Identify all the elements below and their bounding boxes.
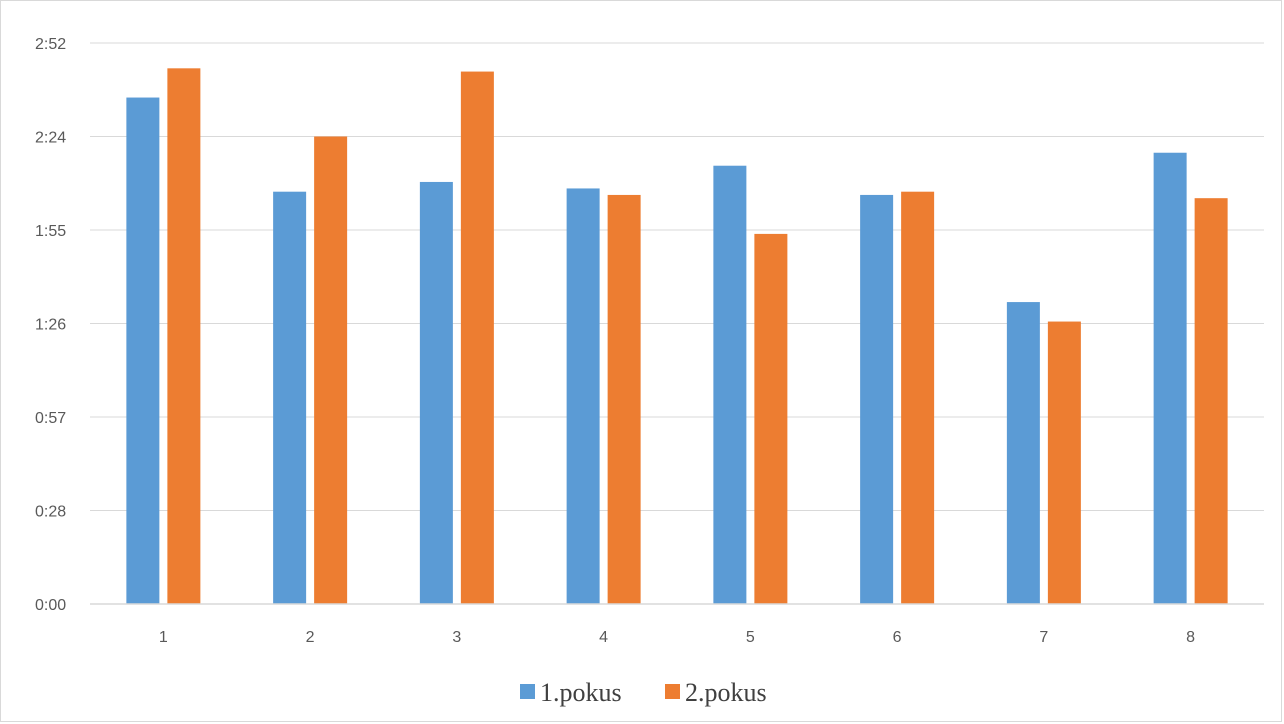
x-tick-label: 2 <box>306 629 315 646</box>
legend: 1.pokus 2.pokus <box>520 678 767 707</box>
bar-series1-cat5 <box>713 165 747 604</box>
bar-series2-cat6 <box>901 191 935 604</box>
bar-series1-cat4 <box>566 188 600 604</box>
legend-swatch-series1 <box>520 684 535 699</box>
x-tick-label: 3 <box>452 629 461 646</box>
x-tick-label: 8 <box>1186 629 1195 646</box>
y-axis-ticks: 0:00 0:28 0:57 1:26 1:55 2:24 2:52 <box>35 36 66 614</box>
legend-label-series2: 2.pokus <box>685 678 767 707</box>
y-tick-label: 0:00 <box>35 597 66 614</box>
legend-swatch-series2 <box>665 684 680 699</box>
bar-series1-cat2 <box>273 191 307 604</box>
bar-series1-cat6 <box>860 194 894 604</box>
bar-series2-cat1 <box>167 68 201 604</box>
gridlines <box>90 42 1264 511</box>
bar-series2-cat4 <box>607 194 641 604</box>
x-tick-label: 7 <box>1039 629 1048 646</box>
y-tick-label: 0:57 <box>35 410 66 427</box>
bars <box>126 68 1228 605</box>
bar-series1-cat3 <box>419 181 453 604</box>
y-tick-label: 1:26 <box>35 317 66 334</box>
y-tick-label: 2:24 <box>35 130 66 147</box>
bar-series1-cat7 <box>1006 302 1040 604</box>
x-tick-label: 4 <box>599 629 608 646</box>
bar-series2-cat2 <box>314 136 348 604</box>
x-axis-ticks: 1 2 3 4 5 6 7 8 <box>159 629 1195 646</box>
y-tick-label: 0:28 <box>35 504 66 521</box>
x-tick-label: 6 <box>893 629 902 646</box>
y-tick-label: 1:55 <box>35 223 66 240</box>
bar-series2-cat5 <box>754 233 788 605</box>
legend-label-series1: 1.pokus <box>540 678 622 707</box>
y-tick-label: 2:52 <box>35 36 66 53</box>
bar-series2-cat7 <box>1047 321 1081 604</box>
bar-series1-cat8 <box>1153 152 1187 604</box>
bar-series2-cat8 <box>1194 198 1228 604</box>
bar-series2-cat3 <box>460 71 494 604</box>
x-tick-label: 5 <box>746 629 755 646</box>
bar-series1-cat1 <box>126 97 160 605</box>
x-tick-label: 1 <box>159 629 168 646</box>
